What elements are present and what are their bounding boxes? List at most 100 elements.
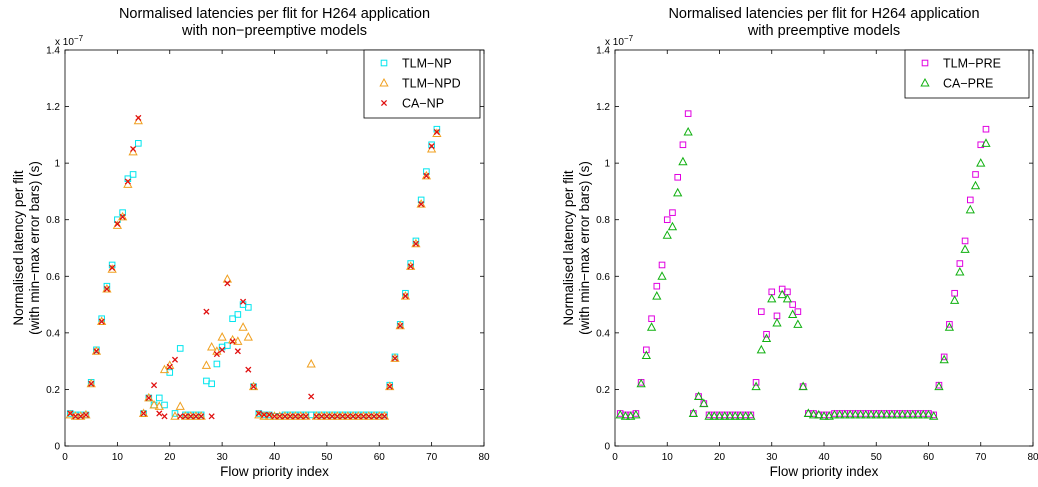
data-point	[327, 411, 337, 420]
data-point	[88, 380, 95, 387]
data-point	[350, 413, 357, 420]
data-point	[308, 393, 315, 400]
data-point	[166, 363, 173, 370]
data-point	[229, 315, 236, 323]
x-axis-label: Flow priority index	[770, 464, 879, 479]
y-multiplier-exponent: −7	[624, 34, 634, 43]
y-tick-label: 0	[54, 442, 60, 453]
data-point	[370, 413, 378, 420]
data-point	[301, 411, 311, 420]
data-point	[923, 409, 934, 419]
data-point	[949, 295, 960, 304]
series-triangle	[615, 126, 991, 420]
y-tick-label: 0	[604, 442, 610, 453]
data-point	[176, 345, 184, 352]
legend-marker	[380, 59, 388, 67]
data-point	[412, 240, 419, 247]
data-point	[939, 354, 949, 364]
data-point	[86, 378, 96, 388]
data-point	[704, 411, 714, 420]
chart-title-line: with non−preemptive models	[181, 23, 367, 39]
data-point	[814, 409, 824, 419]
data-point	[117, 211, 128, 221]
data-point	[229, 338, 236, 345]
x-tick-label: 20	[714, 452, 726, 463]
data-point	[259, 411, 269, 420]
data-point	[233, 336, 243, 345]
data-point	[182, 413, 189, 420]
data-point	[177, 413, 184, 420]
data-point	[400, 291, 411, 300]
y-multiplier-exponent: −7	[74, 34, 84, 43]
y-tick-label: 1.4	[46, 46, 60, 57]
data-point	[961, 237, 969, 245]
data-point	[107, 264, 117, 273]
data-point	[245, 304, 252, 311]
data-point	[329, 413, 336, 420]
data-point	[323, 413, 330, 420]
y-tick-label: 1	[54, 159, 60, 170]
x-axis-label: Flow priority index	[220, 464, 329, 479]
data-point	[138, 408, 149, 417]
y-axis-label-line: (with min−max error bars) (s)	[27, 161, 42, 335]
data-point	[735, 411, 746, 420]
data-point	[418, 201, 425, 208]
data-point	[213, 351, 220, 358]
data-point	[318, 413, 325, 420]
data-point	[763, 330, 770, 338]
data-point	[789, 301, 796, 308]
data-point	[808, 409, 819, 419]
y-multiplier: x 10−7	[605, 34, 634, 48]
data-point	[876, 409, 887, 419]
data-point	[175, 401, 185, 410]
y-tick-label: 1	[604, 159, 610, 170]
data-point	[119, 209, 126, 216]
y-axis-label-line: Normalised latency per flit	[11, 170, 26, 326]
data-point	[313, 413, 320, 420]
data-point	[355, 413, 362, 420]
data-point	[960, 244, 970, 253]
data-point	[130, 145, 137, 153]
data-point	[423, 172, 430, 179]
data-point	[855, 409, 866, 419]
legend-box	[904, 49, 1030, 99]
data-point	[255, 410, 262, 417]
data-point	[208, 413, 215, 420]
data-point	[756, 344, 766, 354]
data-point	[285, 411, 295, 420]
data-point	[646, 322, 657, 331]
data-point	[306, 358, 316, 368]
data-point	[882, 409, 892, 419]
data-point	[297, 413, 304, 420]
data-point	[740, 411, 751, 420]
data-point	[203, 308, 210, 315]
data-point	[782, 293, 793, 303]
data-point	[207, 341, 217, 351]
data-point	[416, 199, 426, 208]
data-point	[129, 171, 137, 178]
data-point	[287, 413, 294, 420]
y-tick-label: 0.4	[596, 328, 610, 339]
data-point	[114, 220, 121, 228]
data-point	[385, 381, 395, 391]
y-tick-label: 0.6	[596, 272, 610, 283]
series-triangle	[65, 115, 442, 420]
data-point	[344, 413, 351, 420]
x-tick-label: 0	[612, 452, 618, 463]
data-point	[234, 348, 241, 355]
x-tick-label: 70	[975, 452, 987, 463]
series-square	[66, 125, 441, 420]
data-point	[217, 332, 227, 341]
data-point	[970, 180, 981, 190]
y-tick-label: 1.2	[46, 102, 60, 113]
data-point	[198, 413, 205, 420]
data-point	[673, 187, 683, 197]
data-point	[976, 158, 986, 167]
data-point	[135, 140, 142, 147]
data-point	[421, 170, 432, 180]
data-point	[402, 293, 409, 300]
x-tick-label: 60	[923, 452, 935, 463]
data-point	[135, 114, 142, 121]
data-point	[918, 409, 928, 419]
data-point	[835, 409, 845, 419]
